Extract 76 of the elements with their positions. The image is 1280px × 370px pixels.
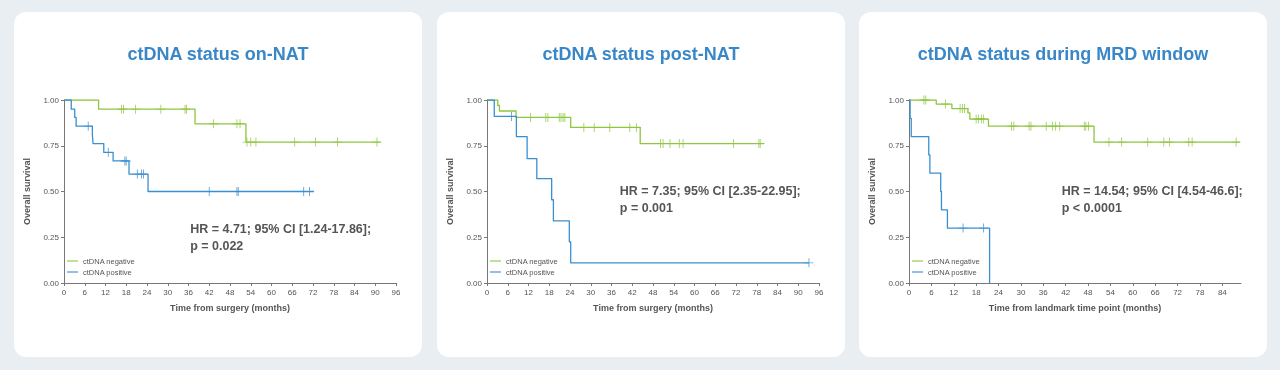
chart-title: ctDNA status on-NAT [127, 44, 309, 64]
y-tick-label: 0.50 [888, 187, 905, 196]
x-tick-label: 18 [121, 287, 132, 297]
y-tick-label: 0.25 [43, 232, 60, 242]
x-tick-label: 72 [1173, 287, 1183, 297]
x-tick-label: 42 [627, 287, 638, 297]
x-tick-label: 6 [82, 287, 88, 297]
x-tick-label: 60 [1128, 287, 1138, 297]
y-tick-label: 0.50 [43, 187, 60, 196]
x-axis-title: Time from surgery (months) [593, 302, 713, 313]
x-tick-label: 72 [308, 287, 318, 297]
x-tick-label: 30 [163, 287, 173, 297]
x-tick-label: 12 [949, 287, 959, 297]
y-axis-title: Overall survival [444, 157, 455, 226]
x-axis-title: Time from landmark time point (months) [988, 302, 1162, 313]
x-tick-label: 48 [225, 287, 235, 297]
x-tick-label: 24 [142, 287, 152, 297]
x-tick-label: 72 [731, 287, 741, 297]
x-axis-title: Time from surgery (months) [170, 302, 290, 313]
chart-title: ctDNA status during MRD window [917, 44, 1210, 64]
y-tick-label: 0.75 [888, 141, 905, 151]
annotation: HR = 14.54; 95% CI [4.54-46.6]; p < 0.0001 [1061, 183, 1243, 215]
x-tick-label: 0 [61, 287, 67, 297]
y-tick-label: 0.50 [466, 187, 483, 196]
x-tick-label: 78 [1195, 287, 1205, 297]
x-tick-label: 24 [994, 287, 1004, 297]
y-tick-label: 0.75 [43, 141, 60, 151]
y-tick-label: 1.00 [466, 95, 483, 105]
x-tick-label: 66 [1150, 287, 1161, 297]
x-tick-label: 36 [184, 287, 194, 297]
x-tick-label: 90 [793, 287, 804, 297]
chart-title: ctDNA status post-NAT [542, 44, 740, 64]
x-tick-label: 60 [267, 287, 277, 297]
x-tick-label: 60 [690, 287, 700, 297]
y-tick-label: 0.75 [466, 141, 483, 151]
y-tick-label: 0.25 [466, 232, 483, 242]
x-tick-label: 90 [370, 287, 381, 297]
x-tick-label: 96 [814, 287, 824, 297]
x-tick-label: 42 [204, 287, 215, 297]
x-tick-label: 84 [350, 287, 360, 297]
y-axis-title: Overall survival [21, 157, 32, 226]
x-tick-label: 66 [710, 287, 721, 297]
x-tick-label: 18 [971, 287, 982, 297]
annotation: HR = 4.71; 95% CI [1.24-17.86]; p = 0.022 [190, 222, 372, 254]
x-tick-label: 84 [773, 287, 783, 297]
x-tick-label: 0 [906, 287, 912, 297]
x-tick-label: 30 [1016, 287, 1026, 297]
y-tick-label: 0.25 [888, 232, 905, 242]
x-tick-label: 66 [287, 287, 298, 297]
y-tick-label: 0.00 [888, 278, 905, 288]
x-tick-label: 78 [329, 287, 339, 297]
x-tick-label: 54 [246, 287, 256, 297]
x-tick-label: 54 [1105, 287, 1116, 297]
x-tick-label: 48 [1083, 287, 1094, 297]
x-tick-label: 36 [1038, 287, 1049, 297]
x-tick-label: 42 [1061, 287, 1071, 297]
x-tick-label: 30 [586, 287, 596, 297]
x-tick-label: 36 [607, 287, 617, 297]
y-tick-label: 1.00 [888, 95, 905, 105]
x-tick-label: 96 [391, 287, 401, 297]
x-tick-label: 48 [648, 287, 658, 297]
x-tick-label: 6 [505, 287, 511, 297]
x-tick-label: 0 [484, 287, 490, 297]
x-tick-label: 24 [565, 287, 575, 297]
x-tick-label: 12 [524, 287, 534, 297]
x-tick-label: 84 [1217, 287, 1228, 297]
x-tick-label: 12 [101, 287, 111, 297]
y-tick-label: 0.00 [466, 278, 483, 288]
y-tick-label: 1.00 [43, 95, 60, 105]
x-tick-label: 6 [929, 287, 935, 297]
y-tick-label: 0.00 [43, 278, 60, 288]
x-tick-label: 78 [752, 287, 762, 297]
x-tick-label: 18 [544, 287, 555, 297]
annotation: HR = 7.35; 95% CI [2.35-22.95]; p = 0.001 [619, 183, 801, 215]
y-axis-title: Overall survival [866, 157, 877, 226]
x-tick-label: 54 [669, 287, 679, 297]
